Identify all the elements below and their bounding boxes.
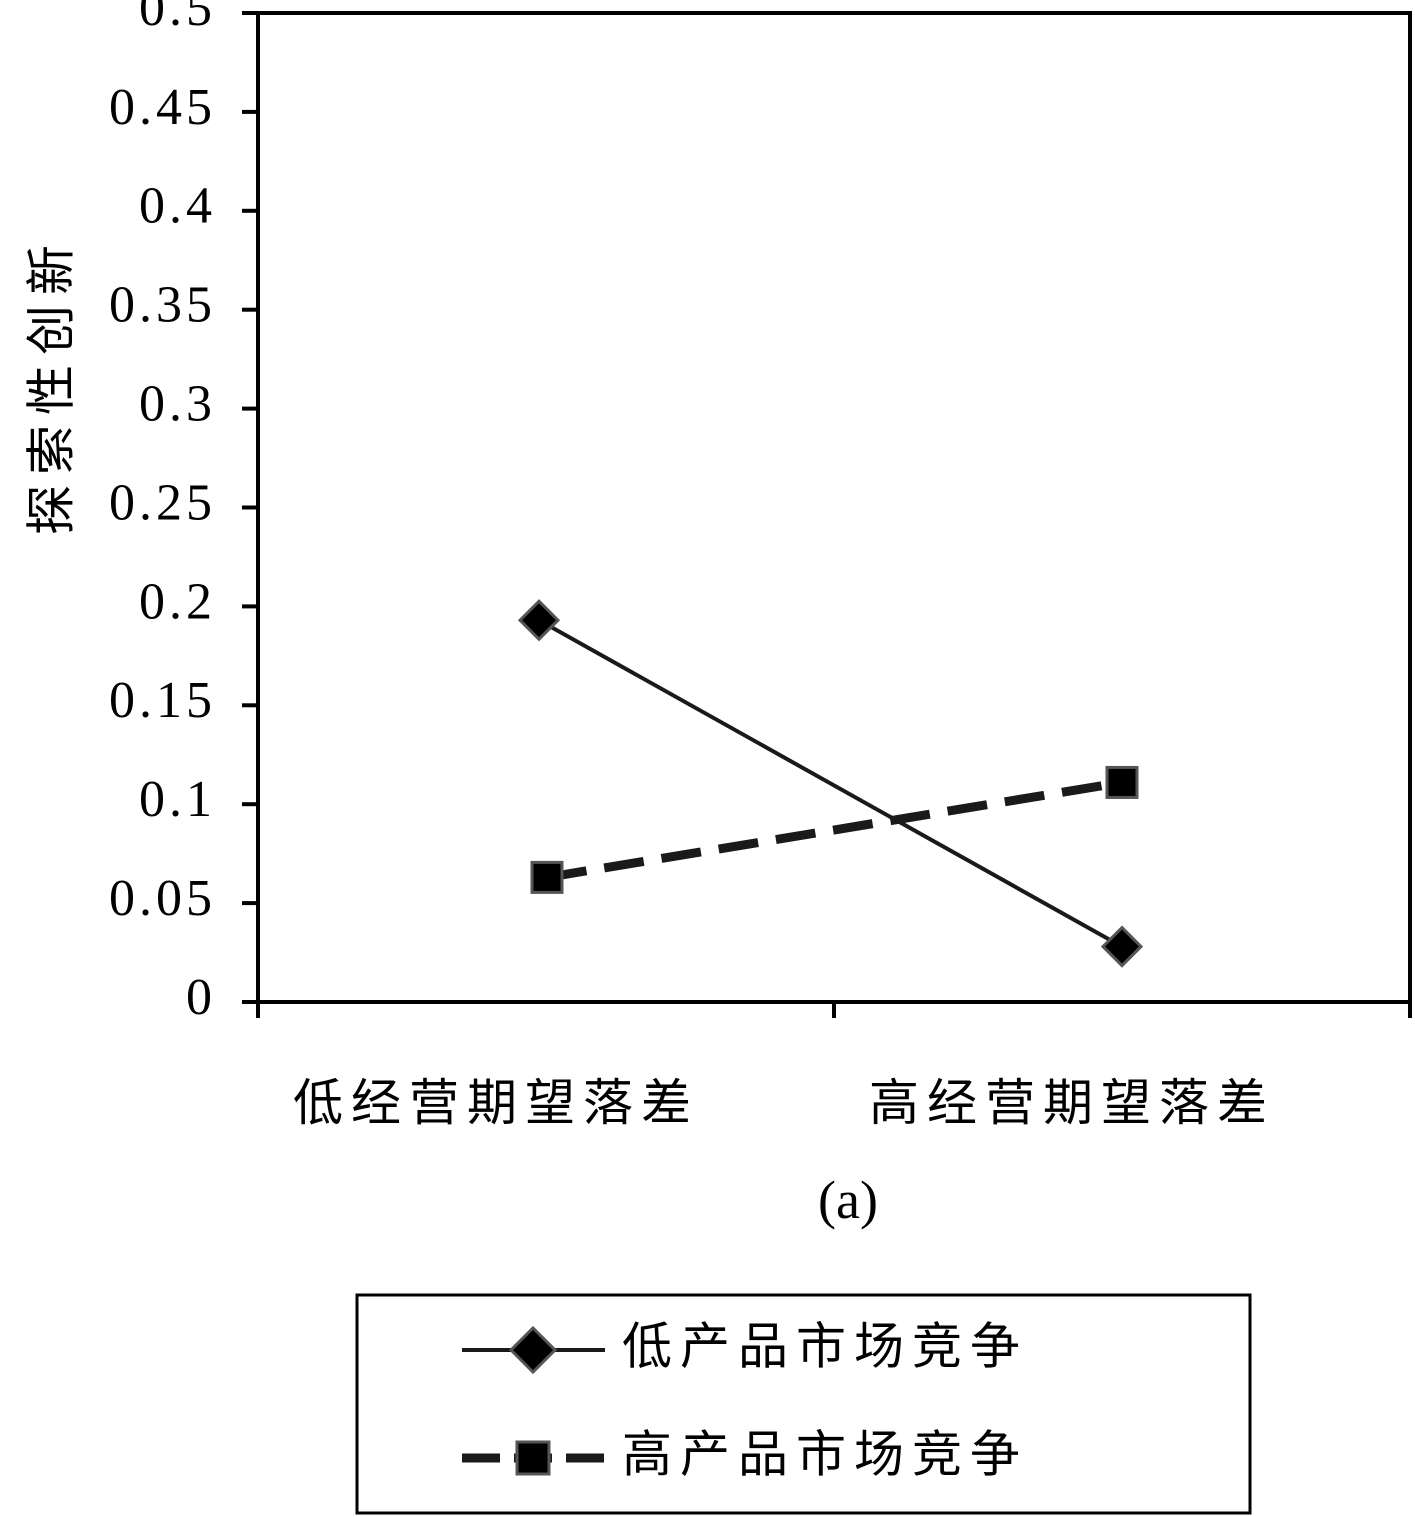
y-tick-label: 0.35 xyxy=(109,277,216,334)
legend-diamond-marker xyxy=(508,1325,558,1375)
series-line-2 xyxy=(546,778,1123,882)
plot-area xyxy=(256,11,1412,1004)
y-tick-label: 0.05 xyxy=(109,870,216,927)
y-axis-label: 探索性创新 xyxy=(23,235,81,535)
square-point xyxy=(1105,765,1139,799)
x-category-label: 低经营期望落差 xyxy=(293,1074,699,1132)
legend-label-1: 低产品市场竞争 xyxy=(622,1318,1028,1376)
square-point xyxy=(530,860,564,894)
y-tick-label: 0.2 xyxy=(139,573,216,630)
y-tick-label: 0.1 xyxy=(139,771,216,828)
chart-caption: (a) xyxy=(818,1170,878,1230)
y-tick-label: 0.45 xyxy=(109,79,216,136)
y-tick-label: 0.5 xyxy=(139,0,216,37)
legend-square-marker xyxy=(515,1440,551,1476)
x-category-label: 高经营期望落差 xyxy=(869,1074,1275,1132)
y-tick-label: 0.3 xyxy=(139,376,216,433)
y-tick-label: 0.15 xyxy=(109,672,216,729)
series-layer xyxy=(517,599,1144,968)
y-tick-label: 0 xyxy=(186,969,216,1026)
x-axis: 低经营期望落差 高经营期望落差 xyxy=(256,1002,1412,1132)
legend-label-2: 高产品市场竞争 xyxy=(622,1426,1028,1484)
diamond-point xyxy=(517,599,561,642)
y-axis: 0 0.05 0.1 0.15 0.2 0.25 0.3 0.35 0.4 0.45 0.5 xyxy=(109,0,258,1026)
y-tick-label: 0.25 xyxy=(109,474,216,531)
y-tick-label: 0.4 xyxy=(139,178,216,235)
diamond-point xyxy=(1100,925,1144,968)
legend-box xyxy=(355,1293,1252,1515)
series-line-1 xyxy=(538,618,1123,949)
